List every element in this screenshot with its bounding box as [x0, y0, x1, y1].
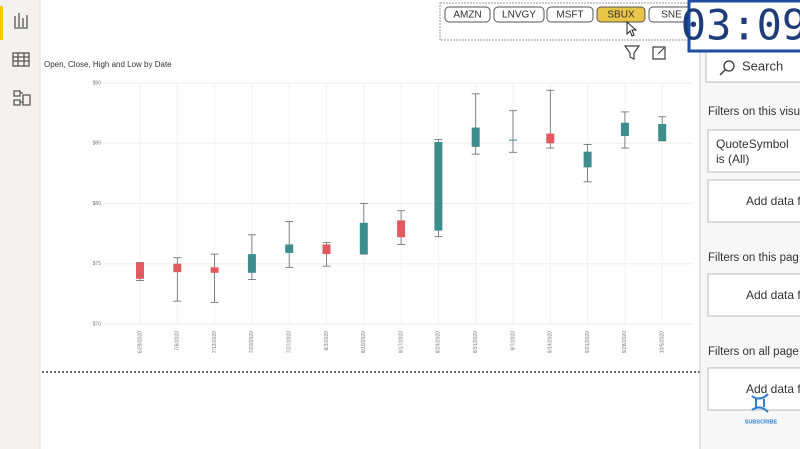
sidebar-icons	[12, 13, 31, 106]
section-heading: Filters on this pag	[708, 252, 799, 264]
active-indicator	[0, 6, 3, 40]
slicer-button[interactable]	[546, 6, 594, 23]
chart: $70 $75 $80 $85 $90 6/29/2020 7/6/2020 7/13/202…	[93, 80, 692, 353]
candle-body	[322, 244, 331, 255]
sidebar	[0, 0, 40, 449]
x-tick-label: 8/31/2020	[473, 331, 479, 353]
subscribe-label: SUBSCRIBE	[745, 419, 778, 425]
candle-body	[173, 263, 182, 273]
search-icon	[719, 69, 726, 76]
drop-zone[interactable]	[707, 367, 800, 411]
data-icon[interactable]	[12, 52, 30, 67]
x-tick-label: 8/17/2020	[398, 331, 404, 353]
slicer-label: SNE	[661, 10, 682, 21]
candle-body	[210, 267, 219, 273]
slicer-label: MSFT	[556, 10, 583, 21]
x-tick-label: 9/7/2020	[510, 331, 516, 351]
filter-card[interactable]	[707, 129, 800, 173]
section-heading: Filters on this visu	[708, 106, 800, 118]
y-tick-label: $75	[93, 261, 102, 267]
candle-body	[658, 123, 667, 141]
drop-zone-label: Add data f	[746, 194, 800, 208]
model-icon[interactable]	[13, 90, 31, 106]
drop-zone[interactable]	[707, 179, 800, 223]
candle-body	[247, 254, 256, 273]
x-tick-label: 7/27/2020	[287, 331, 293, 353]
section-heading: Filters on all page	[708, 346, 799, 358]
timer: 03:09	[681, 1, 800, 50]
slicer-button[interactable]	[493, 6, 545, 23]
drop-zone[interactable]	[707, 273, 800, 317]
x-tick-label: 7/13/2020	[212, 331, 218, 353]
slicer-button[interactable]	[444, 6, 491, 23]
candle-body	[397, 220, 406, 238]
x-tick-label: 10/5/2020	[660, 331, 666, 353]
focus-icon[interactable]	[652, 46, 666, 60]
x-tick-label: 9/28/2020	[622, 331, 628, 353]
filter-state: is (All)	[716, 152, 749, 166]
filter-icon[interactable]	[623, 45, 641, 60]
x-tick-label: 8/24/2020	[436, 331, 442, 353]
search-icon	[723, 60, 735, 72]
slicer-label: LNVGY	[502, 10, 536, 21]
x-tick-label: 8/10/2020	[361, 331, 367, 353]
x-tick-label: 9/14/2020	[548, 331, 554, 353]
candle-body	[136, 262, 144, 279]
candle-body	[509, 139, 517, 141]
search-placeholder: Search	[742, 58, 783, 73]
x-tick-label: 6/29/2020	[137, 331, 143, 353]
y-tick-label: $80	[93, 201, 102, 207]
candle-body	[471, 127, 480, 147]
filter-field: QuoteSymbol	[716, 137, 789, 151]
candle-body	[583, 151, 592, 168]
report-icon[interactable]	[14, 13, 28, 29]
drop-zone-label: Add data f	[746, 288, 800, 302]
cursor	[626, 20, 638, 37]
candle-body	[285, 244, 294, 253]
slicer-label: AMZN	[453, 10, 481, 21]
y-tick-label: $90	[93, 80, 102, 86]
slicer: AMZN LNVGY MSFT SBUX SNE	[444, 6, 695, 23]
x-tick-label: 7/20/2020	[249, 331, 255, 353]
search-box[interactable]	[705, 51, 800, 83]
candle-body	[434, 142, 443, 231]
chart-title: Open, Close, High and Low by Date	[44, 60, 172, 69]
timer-box	[687, 0, 800, 53]
x-tick-label: 9/21/2020	[585, 331, 591, 353]
x-tick-label: 8/3/2020	[324, 331, 330, 351]
drop-zone-label: Add data f	[746, 382, 800, 396]
slicer-label: SBUX	[607, 10, 635, 21]
x-tick-label: 7/6/2020	[175, 331, 181, 351]
y-tick-label: $70	[93, 321, 102, 327]
candle-body	[546, 133, 555, 144]
y-tick-label: $85	[93, 141, 102, 147]
candle-body	[620, 122, 629, 137]
subscribe-icon	[751, 393, 769, 413]
candle-body	[359, 222, 368, 255]
visual-header-icons	[623, 45, 666, 60]
slicer-button[interactable]	[596, 6, 646, 23]
